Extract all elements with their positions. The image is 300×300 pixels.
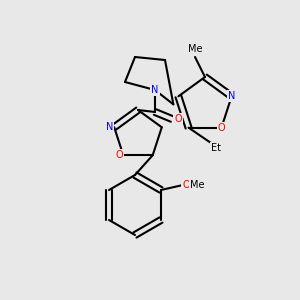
Text: N: N xyxy=(151,85,159,95)
Text: Me: Me xyxy=(188,44,202,54)
Text: O: O xyxy=(182,180,190,190)
Text: O: O xyxy=(218,123,225,133)
Text: Et: Et xyxy=(211,143,220,153)
Text: N: N xyxy=(228,91,235,101)
Text: Me: Me xyxy=(190,180,204,190)
Text: N: N xyxy=(106,122,113,132)
Text: O: O xyxy=(174,114,182,124)
Text: O: O xyxy=(116,150,123,160)
